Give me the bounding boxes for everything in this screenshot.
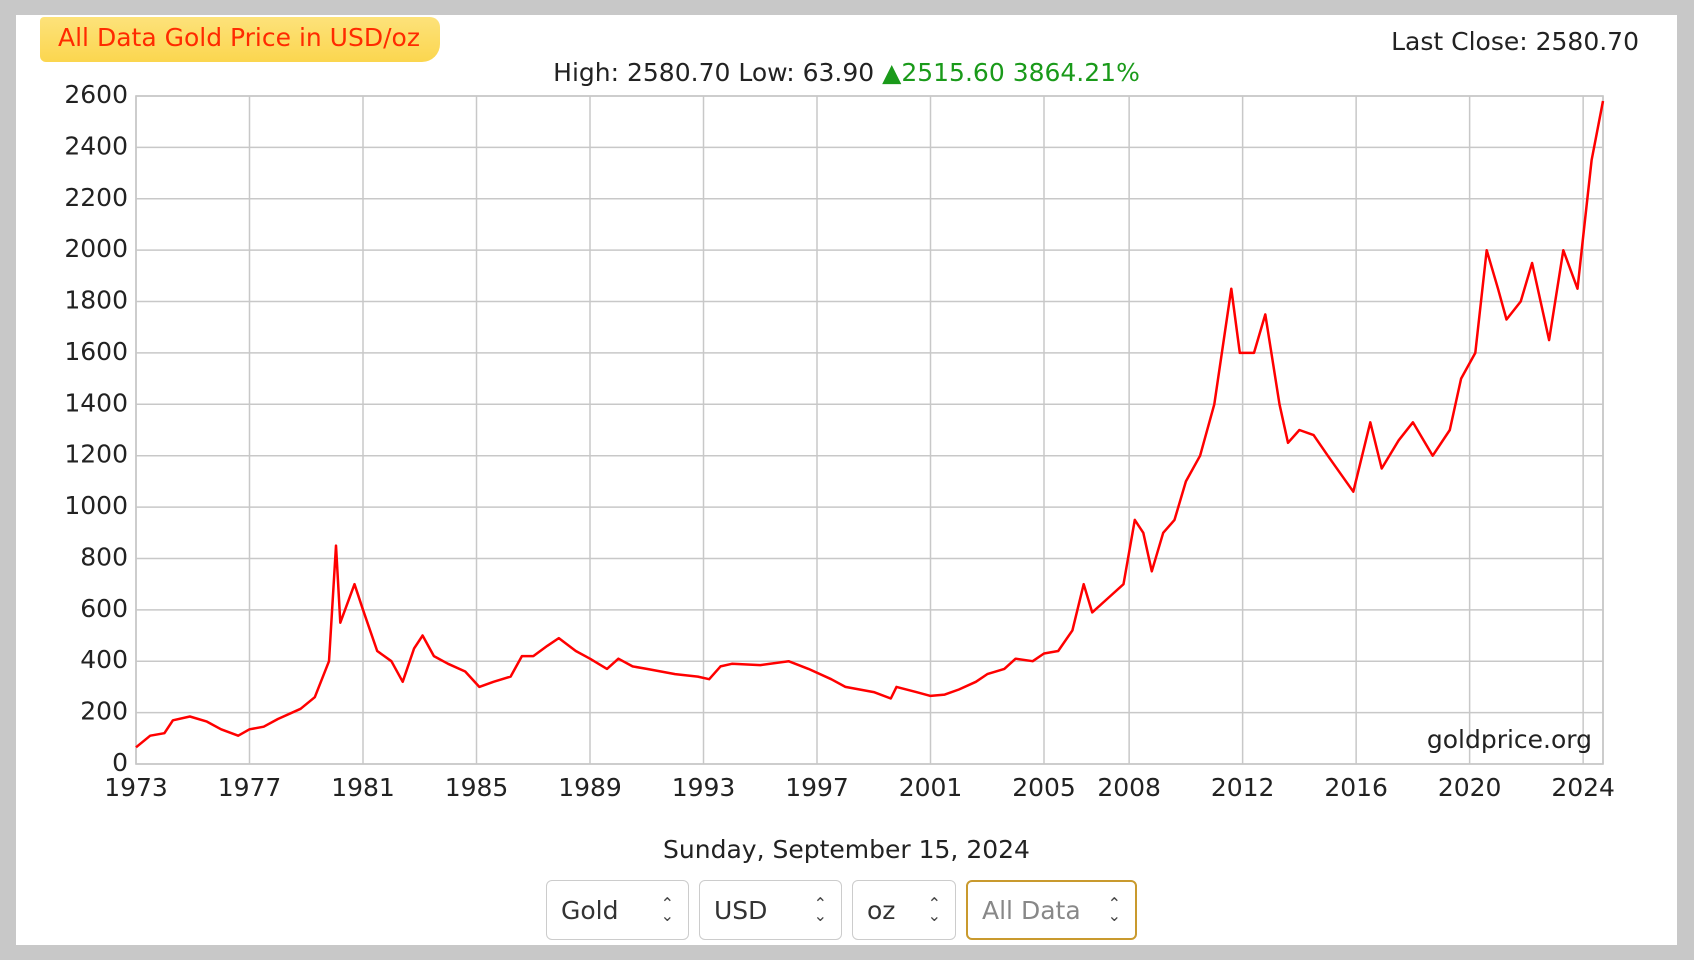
x-tick-label: 2008 xyxy=(1097,773,1161,802)
x-tick-label: 1973 xyxy=(104,773,168,802)
y-tick-label: 1600 xyxy=(64,337,128,366)
x-tick-label: 1997 xyxy=(785,773,849,802)
y-tick-label: 200 xyxy=(80,697,128,726)
x-tick-label: 2016 xyxy=(1324,773,1388,802)
high: High: 2580.70 xyxy=(553,58,731,87)
change: 2515.60 xyxy=(901,58,1005,87)
y-tick-label: 2400 xyxy=(64,131,128,160)
select-text: USD xyxy=(714,895,768,925)
y-tick-label: 2600 xyxy=(64,80,128,109)
y-tick-label: 1400 xyxy=(64,388,128,417)
x-tick-label: 2012 xyxy=(1211,773,1275,802)
select-arrow: ⌃ ⌄ xyxy=(660,894,674,925)
y-tick-label: 800 xyxy=(80,542,128,571)
low: Low: 63.90 xyxy=(738,58,875,87)
x-tick-label: 2020 xyxy=(1438,773,1502,802)
chart-title: All Data Gold Price in USD/oz xyxy=(40,17,440,62)
x-tick-label: 2005 xyxy=(1012,773,1076,802)
x-tick-label: 1981 xyxy=(331,773,395,802)
x-tick-label: 2024 xyxy=(1551,773,1615,802)
x-tick-label: 1993 xyxy=(672,773,736,802)
chart: 0 200 400 600 800 1000 1200 1400 1600 1800 2000 220… xyxy=(64,80,1615,802)
select-arrow: ⌃ ⌄ xyxy=(813,894,827,925)
watermark: goldprice.org xyxy=(1427,725,1592,754)
x-tick-label: 1985 xyxy=(445,773,509,802)
select-arrow: ⌃ ⌄ xyxy=(1107,894,1121,925)
y-tick-label: 0 xyxy=(112,748,128,777)
plot-frame xyxy=(135,95,1604,765)
x-tick-label: 2001 xyxy=(899,773,963,802)
x-tick-label: 1977 xyxy=(218,773,282,802)
y-tick-label: 600 xyxy=(80,594,128,623)
panel: All Data Gold Price in USD/oz Last Close… xyxy=(16,15,1677,945)
unit-select[interactable]: oz ⌃ ⌄ xyxy=(852,880,956,940)
select-arrow: ⌃ ⌄ xyxy=(927,894,941,925)
x-tick-label: 1989 xyxy=(558,773,622,802)
controls: Gold ⌃ ⌄ USD ⌃ ⌄ oz ⌃ ⌄ All Data ⌃ ⌄ xyxy=(546,880,1137,940)
stats: High: 2580.70 Low: 63.90 ▲2515.60 3864.2… xyxy=(16,58,1677,87)
select-text: Gold xyxy=(561,895,619,925)
price-line xyxy=(135,100,1605,749)
y-tick-label: 1800 xyxy=(64,286,128,315)
y-tick-label: 400 xyxy=(80,645,128,674)
y-tick-label: 1000 xyxy=(64,491,128,520)
percent: 3864.21% xyxy=(1012,58,1140,87)
select-text: oz xyxy=(867,895,896,925)
currency-select[interactable]: USD ⌃ ⌄ xyxy=(699,880,842,940)
y-tick-label: 1200 xyxy=(64,440,128,469)
y-tick-label: 2000 xyxy=(64,234,128,263)
up-arrow: ▲ xyxy=(882,58,902,87)
date: Sunday, September 15, 2024 xyxy=(663,835,1030,864)
range-select[interactable]: All Data ⌃ ⌄ xyxy=(966,880,1137,940)
select-text: All Data xyxy=(982,895,1081,925)
last-close: Last Close: 2580.70 xyxy=(1391,27,1639,56)
y-tick-label: 2200 xyxy=(64,183,128,212)
metal-select[interactable]: Gold ⌃ ⌄ xyxy=(546,880,689,940)
